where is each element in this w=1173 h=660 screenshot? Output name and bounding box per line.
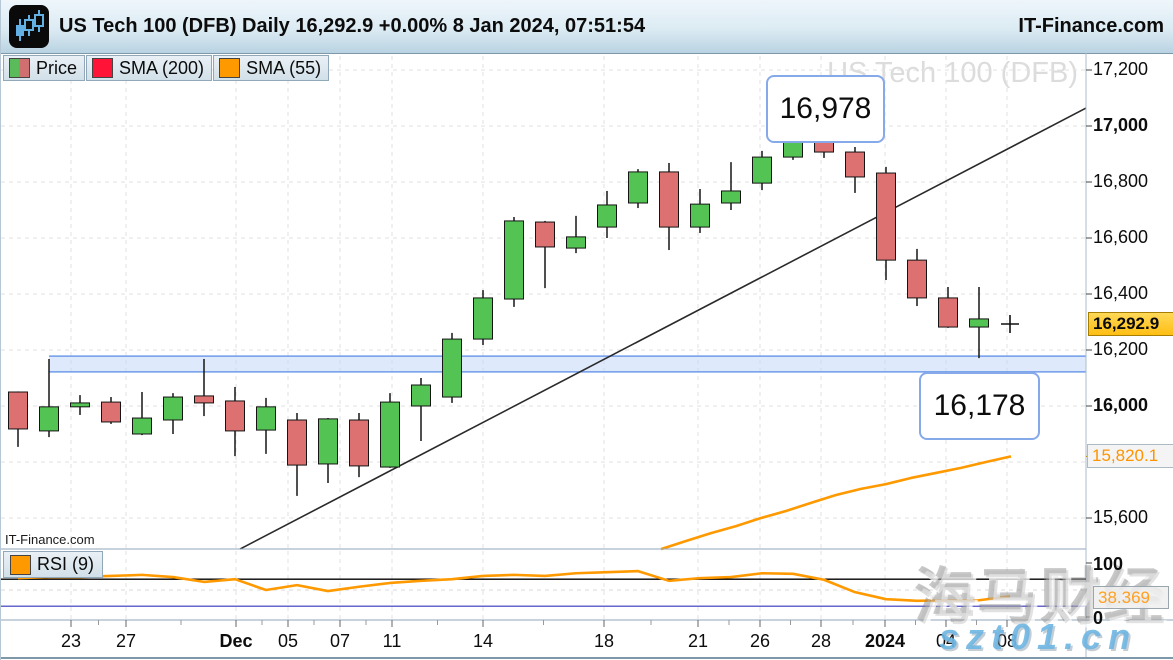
url-watermark: szt01.cn bbox=[939, 616, 1138, 657]
legend-sma55[interactable]: SMA (55) bbox=[213, 55, 330, 81]
rsi-axis-label: 0 bbox=[1093, 608, 1104, 628]
candle[interactable] bbox=[163, 396, 183, 421]
rsi-line[interactable] bbox=[17, 569, 1011, 603]
candle[interactable] bbox=[349, 419, 369, 467]
annotation-support-box[interactable]: 16,178 bbox=[919, 372, 1040, 440]
date-axis-label: 14 bbox=[472, 631, 494, 651]
candle[interactable] bbox=[690, 203, 710, 228]
candle[interactable] bbox=[70, 402, 90, 408]
candle[interactable] bbox=[225, 400, 245, 432]
legend-rsi[interactable]: RSI (9) bbox=[3, 551, 104, 578]
price-axis-label: 15,600 bbox=[1093, 507, 1149, 527]
legend-price[interactable]: Price bbox=[3, 55, 86, 81]
brand-label: IT-Finance.com bbox=[1018, 15, 1164, 37]
candlestick-logo-icon bbox=[16, 10, 44, 41]
date-axis-label: 2024 bbox=[864, 631, 906, 651]
site-small-label: IT-Finance.com bbox=[5, 532, 95, 547]
price-swatch-icon bbox=[9, 58, 30, 78]
title-bar: US Tech 100 (DFB) Daily 16,292.9 +0.00% … bbox=[1, 0, 1173, 54]
price-axis-label: 17,200 bbox=[1093, 59, 1149, 79]
last-price-label: 16,292.9 bbox=[1088, 312, 1173, 336]
sma55-swatch-icon bbox=[219, 58, 241, 78]
rsi-swatch-icon bbox=[10, 554, 31, 575]
date-axis-label: Dec bbox=[219, 631, 253, 651]
candle[interactable] bbox=[318, 418, 338, 465]
sma55-value-label: 15,820.1 bbox=[1087, 444, 1173, 468]
date-axis-label: 21 bbox=[687, 631, 709, 651]
date-axis-label: 26 bbox=[749, 631, 771, 651]
price-axis-label: 16,600 bbox=[1093, 227, 1149, 247]
candle[interactable] bbox=[380, 401, 400, 468]
legend-sma200[interactable]: SMA (200) bbox=[86, 55, 213, 81]
rsi-axis-label: 100 bbox=[1093, 554, 1124, 574]
candle[interactable] bbox=[535, 221, 555, 248]
candle[interactable] bbox=[659, 171, 679, 228]
candle[interactable] bbox=[876, 172, 896, 261]
candle[interactable] bbox=[101, 401, 121, 423]
candle[interactable] bbox=[597, 204, 617, 228]
candle[interactable] bbox=[287, 419, 307, 466]
price-axis-label: 16,400 bbox=[1093, 283, 1149, 303]
candle[interactable] bbox=[256, 406, 276, 431]
candle[interactable] bbox=[845, 151, 865, 178]
annotation-high-box[interactable]: 16,978 bbox=[766, 75, 885, 143]
date-axis-label: 08 bbox=[996, 631, 1018, 651]
indicator-legend: Price SMA (200) SMA (55) bbox=[3, 55, 330, 81]
candle[interactable] bbox=[194, 395, 214, 404]
rsi-value-label: 38.369 bbox=[1093, 586, 1169, 609]
candle[interactable] bbox=[132, 417, 152, 435]
date-axis-label: 18 bbox=[593, 631, 615, 651]
price-axis-label: 16,800 bbox=[1093, 171, 1149, 191]
date-axis-label: 27 bbox=[115, 631, 137, 651]
candle[interactable] bbox=[39, 406, 59, 432]
date-axis-label: 04 bbox=[935, 631, 957, 651]
candle[interactable] bbox=[411, 384, 431, 407]
trendline[interactable] bbox=[239, 107, 1087, 550]
candle[interactable] bbox=[8, 391, 28, 430]
price-axis-label: 16,000 bbox=[1093, 395, 1149, 415]
price-axis-label: 17,000 bbox=[1093, 115, 1149, 135]
date-axis-label: 05 bbox=[277, 631, 299, 651]
candle[interactable] bbox=[473, 297, 493, 340]
sma55-line[interactable] bbox=[660, 455, 1012, 551]
date-axis-label: 07 bbox=[329, 631, 351, 651]
date-axis-label: 28 bbox=[810, 631, 832, 651]
candle[interactable] bbox=[628, 171, 648, 204]
support-zone[interactable] bbox=[49, 356, 1086, 372]
sma200-swatch-icon bbox=[92, 58, 114, 78]
candle[interactable] bbox=[566, 236, 586, 249]
candle[interactable] bbox=[969, 318, 989, 328]
candle[interactable] bbox=[721, 190, 741, 204]
candle[interactable] bbox=[907, 259, 927, 299]
date-axis-label: 11 bbox=[382, 631, 402, 651]
candle[interactable] bbox=[938, 297, 958, 328]
candle[interactable] bbox=[504, 220, 524, 300]
app-logo-icon bbox=[9, 5, 49, 48]
candle[interactable] bbox=[752, 156, 772, 184]
price-axis-label: 16,200 bbox=[1093, 339, 1149, 359]
candle[interactable] bbox=[442, 338, 462, 398]
chart-title: US Tech 100 (DFB) Daily 16,292.9 +0.00% … bbox=[59, 15, 646, 37]
date-axis-label: 23 bbox=[60, 631, 82, 651]
